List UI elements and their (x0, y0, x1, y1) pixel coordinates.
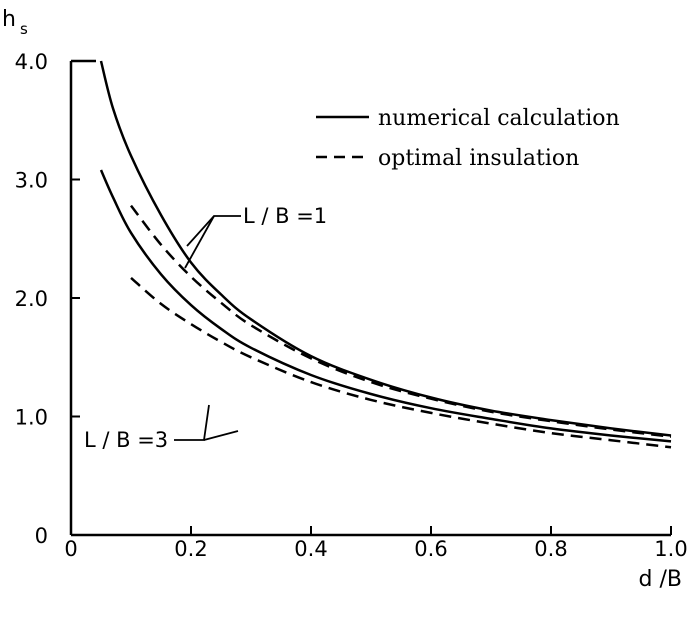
curve-lb3-solid (99, 169, 672, 443)
x-tick-label: 0.8 (534, 537, 567, 561)
x-ticks: 0 0.2 0.4 0.6 0.8 1.0 (64, 526, 687, 561)
x-tick-label: 0 (64, 537, 77, 561)
curve-lb1-dashed (130, 204, 672, 438)
legend-label-optimal: optimal insulation (378, 146, 579, 171)
curve-lb3-dashed (130, 276, 672, 449)
x-tick-label: 0.4 (294, 537, 327, 561)
x-tick-label: 0.6 (414, 537, 447, 561)
y-axis-label-subscript: s (20, 20, 28, 38)
y-ticks: 0 1.0 2.0 3.0 4.0 (15, 50, 80, 548)
curves (99, 60, 672, 449)
y-tick-label: 0 (35, 524, 48, 548)
x-tick-label: 1.0 (654, 537, 687, 561)
annotation-leader-lb3-b (203, 430, 239, 441)
y-tick-label: 3.0 (15, 169, 48, 193)
annotation-lb1: L / B =1 (243, 204, 327, 228)
annotation-lb3: L / B =3 (84, 428, 168, 452)
x-axis-label: d /B (639, 567, 682, 592)
y-tick-label: 2.0 (15, 287, 48, 311)
x-tick-label: 0.2 (174, 537, 207, 561)
annotations: L / B =1 L / B =3 (84, 204, 327, 452)
legend: numerical calculation optimal insulation (316, 106, 620, 171)
y-tick-label: 1.0 (15, 406, 48, 430)
legend-label-numerical: numerical calculation (378, 106, 620, 131)
annotation-leader-lb1-b (184, 215, 215, 269)
y-tick-label: 4.0 (15, 50, 48, 74)
